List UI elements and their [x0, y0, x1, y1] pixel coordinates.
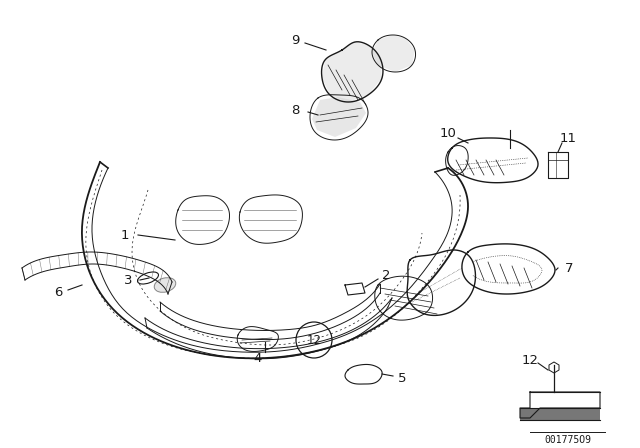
Text: 7: 7: [565, 262, 573, 275]
Text: 4: 4: [254, 352, 262, 365]
Ellipse shape: [154, 278, 176, 293]
Text: 8: 8: [291, 103, 299, 116]
Text: 5: 5: [397, 371, 406, 384]
Text: 12: 12: [522, 353, 538, 366]
Text: 12: 12: [307, 333, 321, 346]
Text: 6: 6: [54, 285, 62, 298]
Text: 2: 2: [382, 268, 390, 281]
Polygon shape: [322, 42, 382, 102]
Polygon shape: [520, 408, 600, 420]
Polygon shape: [372, 35, 415, 72]
Text: 10: 10: [440, 126, 456, 139]
Polygon shape: [312, 97, 366, 137]
Text: 1: 1: [121, 228, 129, 241]
Text: 001775O9: 001775O9: [545, 435, 591, 445]
Text: 3: 3: [124, 273, 132, 287]
Text: 11: 11: [559, 132, 577, 145]
Text: 9: 9: [291, 34, 299, 47]
